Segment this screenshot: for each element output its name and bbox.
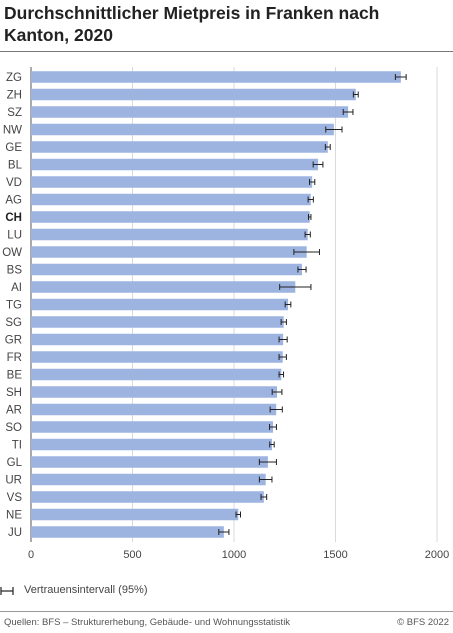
category-label: BE [7, 370, 23, 382]
bars [31, 71, 401, 538]
category-label: ZG [6, 72, 22, 84]
category-label: GR [5, 335, 22, 347]
bar [31, 491, 264, 503]
error-bar [258, 476, 273, 483]
bar [31, 71, 401, 83]
bar [31, 421, 273, 433]
x-tick-label: 1000 [222, 549, 246, 561]
category-label: VS [7, 492, 23, 504]
error-bar [258, 459, 277, 465]
bar-chart: ZG ZH SZ NW GE BL VD AG CH LU OW BS AI TG SG GR FR BE SH AR… [2, 67, 449, 561]
copyright-note: © BFS 2022 [397, 617, 449, 628]
bar [31, 316, 284, 328]
x-axis-ticks: 0 500 1000 1500 2000 [28, 549, 449, 561]
error-bar [324, 144, 331, 150]
error-bar [271, 389, 283, 395]
category-labels: ZG ZH SZ NW GE BL VD AG CH LU OW BS AI TG SG GR FR BE SH AR… [2, 72, 22, 539]
source-note: Quellen: BFS – Strukturerhebung, Gebäude… [4, 617, 291, 628]
error-bar [278, 371, 285, 378]
category-label: GE [5, 142, 22, 154]
category-label: LU [7, 230, 22, 242]
chart-title: Durchschnittlicher Mietpreis in Franken … [4, 3, 380, 45]
bar [31, 403, 277, 416]
bar [31, 141, 328, 153]
category-label: SH [6, 387, 22, 399]
category-label: SZ [7, 107, 22, 119]
error-bar [394, 74, 407, 80]
category-label: TG [6, 300, 22, 312]
category-label: SG [5, 317, 22, 329]
error-bar [269, 424, 277, 430]
error-bar [293, 249, 320, 255]
x-tick-label: 1500 [323, 549, 347, 561]
error-bar [260, 494, 268, 500]
category-label: OW [2, 247, 22, 259]
bar [31, 193, 311, 206]
bar [31, 298, 288, 311]
bar [31, 281, 296, 293]
footer-divider [0, 611, 453, 612]
bar [31, 526, 224, 538]
bar [31, 386, 278, 398]
category-label: NE [6, 510, 22, 522]
error-bar [308, 214, 312, 220]
confidence-interval-icon [0, 587, 14, 595]
category-label: CH [5, 212, 22, 224]
bar [31, 246, 307, 258]
category-label: NW [3, 125, 22, 137]
bar [31, 263, 303, 276]
category-label: GL [7, 457, 23, 469]
category-label: JU [8, 527, 22, 539]
bar [31, 176, 313, 188]
error-bar [304, 231, 311, 238]
legend-label: Vertrauensintervall (95%) [24, 584, 148, 596]
category-label: FR [7, 352, 22, 364]
category-label: ZH [7, 90, 22, 102]
error-bar [269, 406, 283, 413]
bar [31, 456, 268, 468]
category-label: UR [5, 475, 22, 487]
error-bar [278, 354, 287, 360]
error-bar [312, 161, 324, 168]
error-bars [218, 74, 407, 535]
x-tick-label: 500 [123, 549, 141, 561]
category-label: AI [11, 282, 22, 294]
error-bar [279, 284, 312, 290]
category-label: TI [12, 440, 22, 452]
error-bar [218, 529, 230, 535]
bar [31, 158, 319, 171]
category-label: AR [6, 405, 22, 417]
error-bar [309, 179, 316, 185]
title-divider [0, 51, 453, 52]
bar [31, 211, 310, 223]
bar [31, 438, 272, 451]
error-bar [280, 319, 287, 325]
error-bar [235, 511, 241, 518]
error-bar [297, 266, 307, 273]
error-bar [307, 196, 314, 203]
bar [31, 368, 282, 381]
bar [31, 473, 266, 486]
x-tick-label: 0 [28, 549, 34, 561]
x-tick-label: 2000 [425, 549, 449, 561]
bar [31, 351, 283, 363]
bar [31, 333, 284, 346]
bar [31, 123, 334, 136]
error-bar [325, 126, 343, 133]
error-bar [342, 109, 354, 115]
category-label: AG [5, 195, 22, 207]
category-label: BS [7, 265, 23, 277]
bar [31, 228, 308, 241]
error-bar [352, 91, 359, 98]
bar [31, 508, 239, 521]
error-bar [269, 441, 275, 448]
bar [31, 88, 356, 101]
error-bar [284, 301, 292, 308]
category-label: VD [6, 177, 22, 189]
category-label: BL [8, 160, 23, 172]
category-label: SO [5, 422, 22, 434]
error-bar [278, 336, 288, 343]
bar [31, 106, 349, 118]
